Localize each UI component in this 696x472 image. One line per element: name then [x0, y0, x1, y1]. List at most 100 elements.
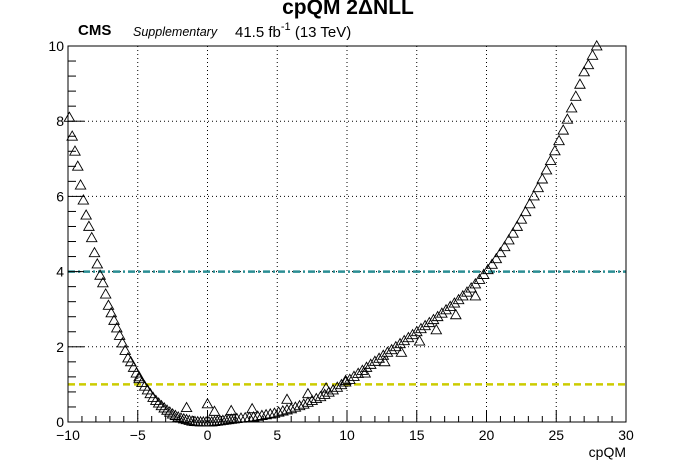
data-point	[527, 189, 540, 201]
data-point	[590, 39, 603, 51]
data-point	[180, 401, 193, 413]
data-point	[381, 346, 394, 357]
data-point	[548, 144, 561, 156]
y-tick-label: 6	[56, 188, 64, 204]
data-point	[469, 289, 482, 301]
data-point	[66, 130, 79, 141]
data-point	[110, 321, 123, 333]
data-point	[85, 231, 98, 243]
data-point	[561, 113, 574, 124]
data-point	[108, 314, 121, 325]
data-point	[586, 49, 599, 60]
data-point	[557, 124, 570, 135]
data-point	[414, 322, 427, 334]
data-point	[281, 393, 293, 404]
data-point	[260, 408, 273, 420]
data-point	[293, 399, 306, 411]
data-point	[427, 313, 440, 325]
data-point	[208, 405, 221, 416]
x-tick-label: 0	[204, 427, 212, 443]
data-point	[536, 172, 549, 184]
data-point	[406, 328, 419, 340]
y-tick-label: 8	[56, 113, 64, 129]
x-tick-label: 30	[618, 427, 634, 443]
axis-ticks	[67, 45, 627, 423]
data-point	[105, 306, 118, 318]
data-point	[155, 399, 168, 411]
data-point	[183, 414, 196, 425]
data-point	[201, 397, 214, 409]
data-point	[423, 316, 436, 328]
data-point	[356, 364, 369, 375]
data-point	[540, 163, 553, 175]
data-point	[63, 111, 76, 122]
x-tick-label: −5	[130, 427, 146, 443]
data-point	[82, 220, 95, 231]
data-point	[80, 209, 93, 220]
data-point	[301, 387, 314, 399]
x-tick-label: 15	[409, 427, 425, 443]
data-point	[251, 410, 264, 421]
chart-title: cpQM 2ΔNLL	[282, 0, 414, 19]
data-point	[544, 154, 557, 166]
data-point	[389, 340, 402, 352]
x-axis-label: cpQM	[588, 444, 626, 460]
data-point	[395, 346, 408, 357]
data-point	[320, 382, 333, 393]
data-point	[413, 335, 426, 346]
data-point	[347, 370, 360, 381]
data-point	[532, 181, 545, 193]
data-point	[166, 407, 179, 419]
y-tick-label: 4	[56, 264, 64, 280]
data-point	[255, 409, 268, 420]
data-point	[352, 367, 365, 378]
data-point	[449, 308, 462, 320]
data-point	[339, 374, 352, 385]
data-point	[163, 406, 176, 417]
luminosity-label: 41.5 fb-1 (13 TeV)	[235, 21, 351, 41]
data-point	[394, 337, 406, 349]
experiment-label: CMS	[78, 22, 112, 39]
data-point	[378, 355, 391, 367]
data-point	[285, 402, 298, 414]
data-point	[297, 398, 310, 409]
data-point	[578, 65, 591, 77]
data-point	[127, 361, 140, 372]
data-point	[180, 413, 193, 425]
data-point	[169, 409, 182, 420]
y-tick-label: 0	[56, 414, 64, 430]
data-point	[419, 319, 432, 331]
data-point	[448, 297, 461, 308]
data-point	[152, 397, 165, 408]
grid	[68, 46, 626, 422]
data-point	[368, 355, 381, 366]
data-point	[91, 257, 104, 269]
data-point	[339, 376, 352, 387]
data-point	[573, 78, 586, 89]
data-point	[161, 404, 174, 415]
data-point	[452, 293, 465, 305]
data-point	[318, 388, 331, 399]
data-point	[515, 213, 528, 224]
data-point	[410, 325, 423, 337]
data-point	[494, 246, 507, 258]
data-point	[276, 404, 289, 416]
data-point	[264, 407, 277, 419]
data-point	[431, 310, 444, 322]
data-point	[68, 145, 81, 156]
data-point	[177, 412, 190, 424]
lumi-value: 41.5 fb	[235, 24, 281, 41]
data-point	[565, 101, 578, 113]
data-point	[364, 358, 377, 369]
data-point	[360, 361, 373, 372]
data-point	[301, 396, 314, 407]
data-point	[116, 336, 129, 348]
reference-lines	[68, 270, 626, 386]
data-point	[102, 299, 115, 310]
data-point	[398, 334, 411, 346]
data-point	[435, 307, 448, 318]
data-point	[158, 401, 171, 413]
data-point	[456, 289, 469, 301]
lumi-exponent: -1	[280, 21, 291, 33]
